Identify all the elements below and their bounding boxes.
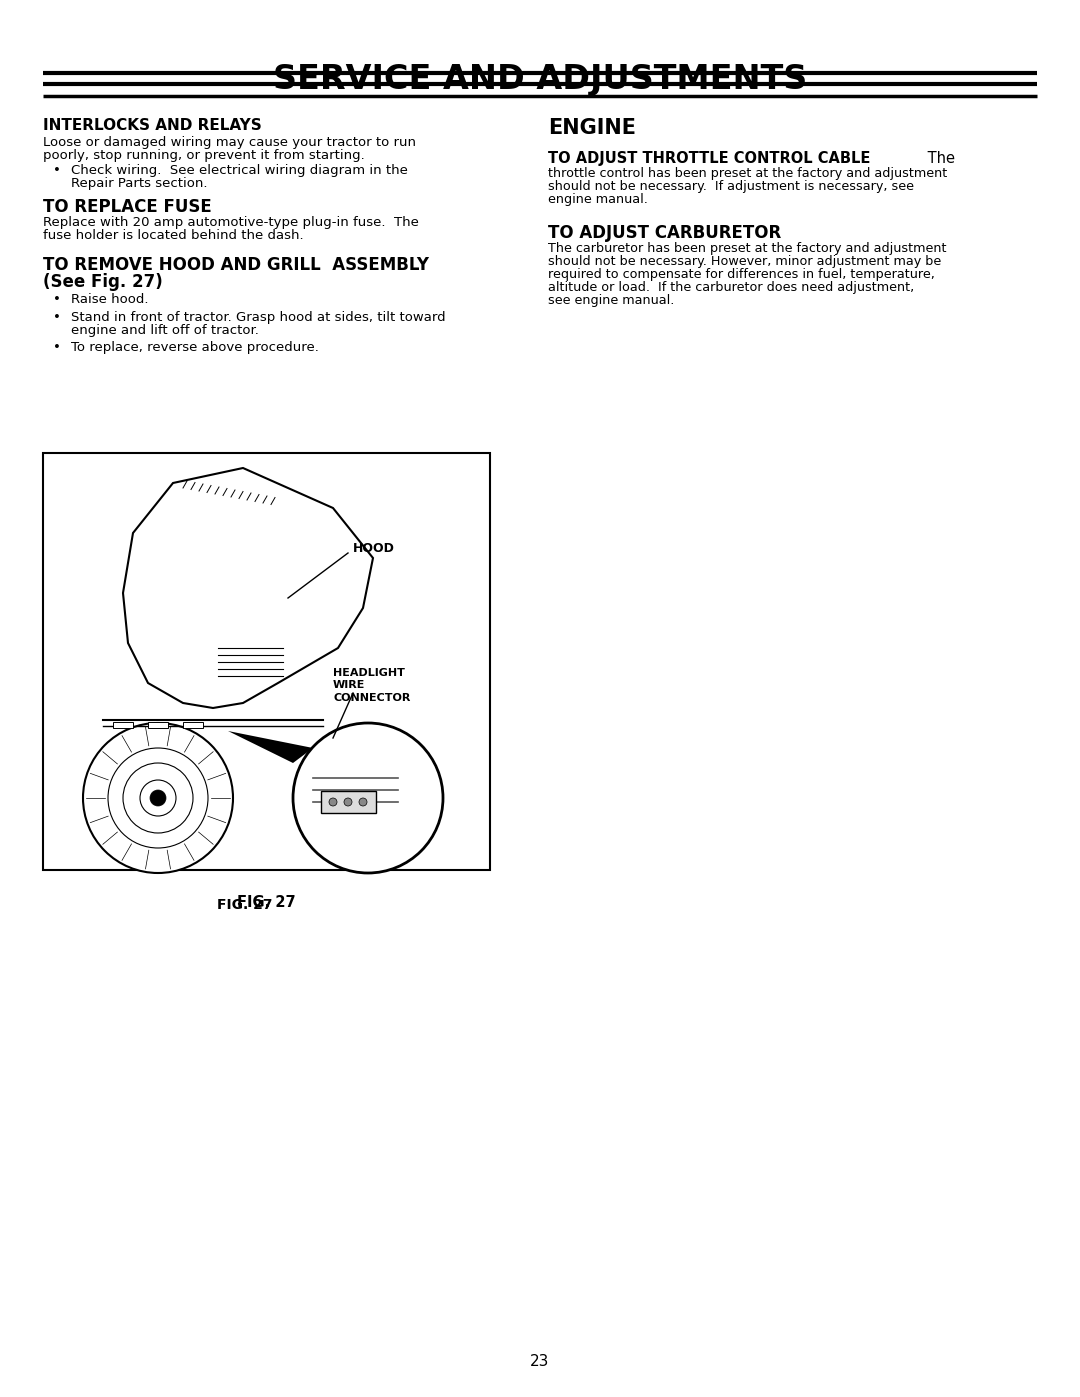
Text: HOOD: HOOD xyxy=(353,542,395,555)
Text: FIG. 27: FIG. 27 xyxy=(238,895,296,909)
Text: Replace with 20 amp automotive-type plug-in fuse.  The: Replace with 20 amp automotive-type plug… xyxy=(43,217,419,229)
Text: throttle control has been preset at the factory and adjustment: throttle control has been preset at the … xyxy=(548,168,947,180)
Text: engine manual.: engine manual. xyxy=(548,193,648,205)
Text: TO ADJUST CARBURETOR: TO ADJUST CARBURETOR xyxy=(548,224,781,242)
Text: The carburetor has been preset at the factory and adjustment: The carburetor has been preset at the fa… xyxy=(548,242,946,256)
Polygon shape xyxy=(228,731,313,763)
Text: TO REMOVE HOOD AND GRILL  ASSEMBLY: TO REMOVE HOOD AND GRILL ASSEMBLY xyxy=(43,256,429,274)
Circle shape xyxy=(293,724,443,873)
Text: •: • xyxy=(53,341,60,353)
Text: INTERLOCKS AND RELAYS: INTERLOCKS AND RELAYS xyxy=(43,117,261,133)
Text: required to compensate for differences in fuel, temperature,: required to compensate for differences i… xyxy=(548,268,935,281)
Bar xyxy=(148,722,168,728)
Polygon shape xyxy=(123,468,373,708)
Circle shape xyxy=(150,789,166,806)
Text: fuse holder is located behind the dash.: fuse holder is located behind the dash. xyxy=(43,229,303,242)
Text: poorly, stop running, or prevent it from starting.: poorly, stop running, or prevent it from… xyxy=(43,149,365,162)
Text: Loose or damaged wiring may cause your tractor to run: Loose or damaged wiring may cause your t… xyxy=(43,136,416,149)
Text: engine and lift off of tractor.: engine and lift off of tractor. xyxy=(71,324,259,337)
Text: SERVICE AND ADJUSTMENTS: SERVICE AND ADJUSTMENTS xyxy=(273,63,807,95)
Text: •: • xyxy=(53,163,60,177)
Circle shape xyxy=(329,798,337,806)
Text: 23: 23 xyxy=(530,1355,550,1369)
Text: Stand in front of tractor. Grasp hood at sides, tilt toward: Stand in front of tractor. Grasp hood at… xyxy=(71,312,446,324)
Text: ENGINE: ENGINE xyxy=(548,117,636,138)
Text: altitude or load.  If the carburetor does need adjustment,: altitude or load. If the carburetor does… xyxy=(548,281,915,293)
Text: see engine manual.: see engine manual. xyxy=(548,293,674,307)
Circle shape xyxy=(359,798,367,806)
Text: TO ADJUST THROTTLE CONTROL CABLE: TO ADJUST THROTTLE CONTROL CABLE xyxy=(548,151,870,166)
Text: should not be necessary.  If adjustment is necessary, see: should not be necessary. If adjustment i… xyxy=(548,180,914,193)
Bar xyxy=(183,722,203,728)
Text: The: The xyxy=(923,151,955,166)
Text: (See Fig. 27): (See Fig. 27) xyxy=(43,272,163,291)
Text: should not be necessary. However, minor adjustment may be: should not be necessary. However, minor … xyxy=(548,256,942,268)
Text: To replace, reverse above procedure.: To replace, reverse above procedure. xyxy=(71,341,319,353)
Text: Raise hood.: Raise hood. xyxy=(71,293,149,306)
Text: FIG. 27: FIG. 27 xyxy=(217,898,273,912)
Bar xyxy=(43,453,490,870)
Text: •: • xyxy=(53,312,60,324)
Text: HEADLIGHT
WIRE
CONNECTOR: HEADLIGHT WIRE CONNECTOR xyxy=(333,668,410,703)
Bar xyxy=(113,722,133,728)
Text: •: • xyxy=(53,293,60,306)
Text: Repair Parts section.: Repair Parts section. xyxy=(71,177,207,190)
Circle shape xyxy=(345,798,352,806)
Bar xyxy=(321,791,376,813)
Text: TO REPLACE FUSE: TO REPLACE FUSE xyxy=(43,198,212,217)
Circle shape xyxy=(83,724,233,873)
Text: Check wiring.  See electrical wiring diagram in the: Check wiring. See electrical wiring diag… xyxy=(71,163,408,177)
